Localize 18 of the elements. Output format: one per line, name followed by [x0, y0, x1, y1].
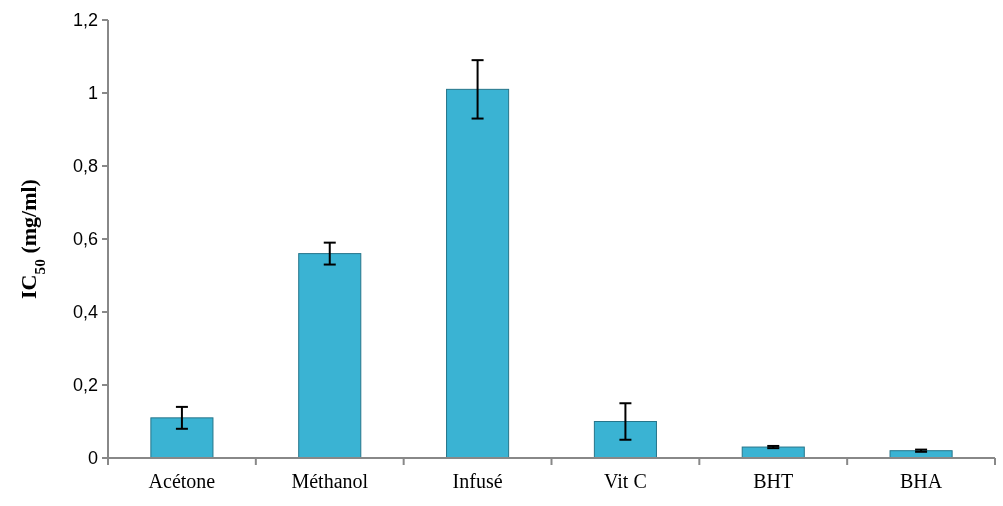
y-tick-label: 0,4 — [72, 302, 98, 323]
y-tick-label: 1 — [87, 83, 98, 104]
x-tick-label: Infusé — [452, 470, 503, 492]
bar — [446, 88, 510, 459]
bar — [150, 417, 214, 459]
bar — [741, 446, 805, 459]
y-tick-label: 0,8 — [72, 156, 98, 177]
x-tick-label: Vit C — [604, 470, 647, 492]
x-tick-label: BHA — [899, 470, 943, 492]
bar — [593, 421, 657, 459]
x-tick-label: Acétone — [148, 470, 216, 492]
bar — [298, 253, 362, 459]
y-tick-label: 0 — [87, 448, 98, 469]
x-tick-label: Méthanol — [291, 470, 369, 492]
x-tick-label: BHT — [753, 470, 794, 492]
y-tick-label: 1,2 — [72, 10, 98, 31]
y-tick-label: 0,6 — [72, 229, 98, 250]
y-tick-label: 0,2 — [72, 375, 98, 396]
